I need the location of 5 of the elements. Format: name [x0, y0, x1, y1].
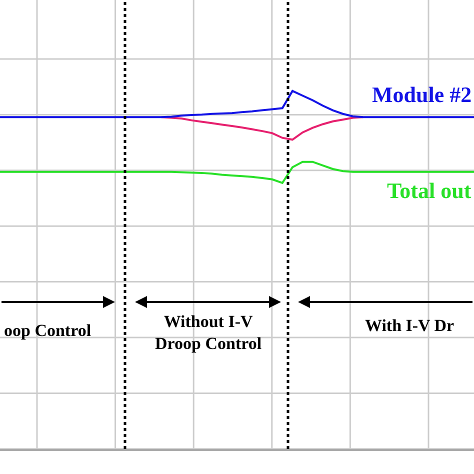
series-label: Total out: [387, 178, 472, 203]
series-label: Module #2: [372, 82, 472, 107]
annotation: oop Control: [4, 321, 92, 340]
annotation: With I-V Dr: [365, 316, 455, 335]
annotation: Without I-V Droop Control: [155, 312, 262, 354]
